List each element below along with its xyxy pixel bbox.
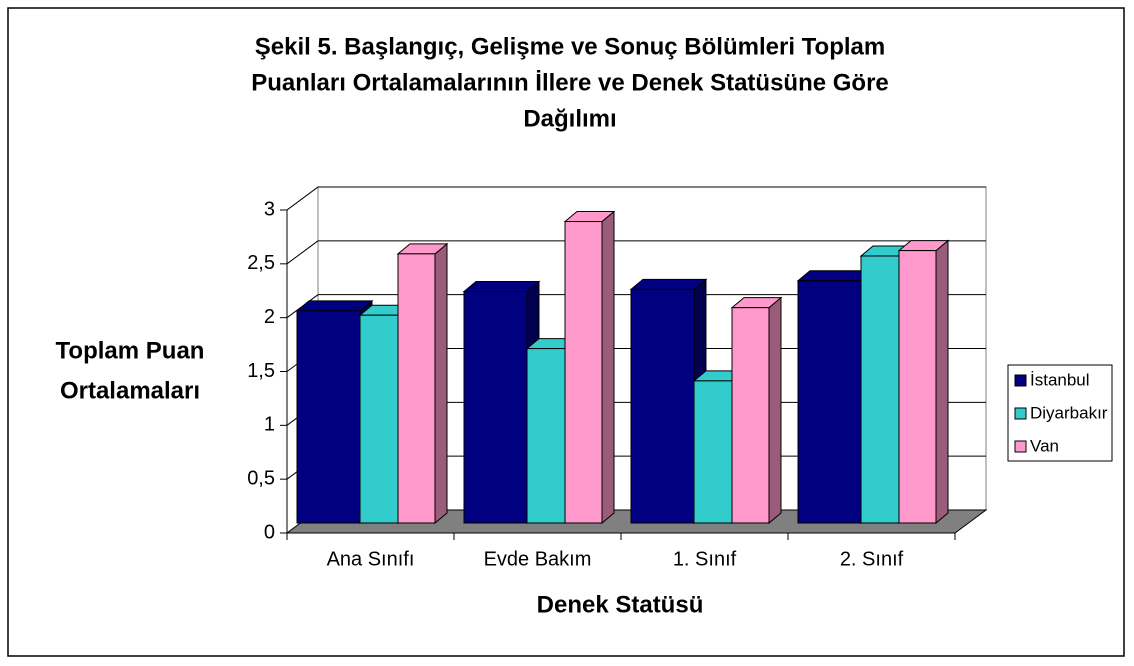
- legend-swatch: [1014, 374, 1027, 387]
- y-tick-label: 1,5: [247, 360, 275, 382]
- x-tick-label: 2. Sınıf: [840, 548, 904, 570]
- chart-title: Puanları Ortalamalarının İllere ve Denek…: [251, 69, 889, 96]
- x-axis-label: Denek Statüsü: [537, 591, 704, 618]
- bar: [564, 221, 603, 524]
- bar-top: [295, 300, 374, 312]
- y-axis-label: Toplam Puan: [56, 337, 205, 364]
- bar: [526, 348, 566, 524]
- bar: [463, 291, 528, 524]
- bar-top: [462, 281, 541, 293]
- bar: [693, 380, 733, 524]
- legend-label: İstanbul: [1030, 370, 1090, 389]
- bar: [797, 280, 862, 524]
- bar: [630, 288, 695, 524]
- y-tick-label: 3: [264, 198, 275, 220]
- x-tick-label: Ana Sınıfı: [327, 548, 415, 570]
- grid-line: [286, 240, 319, 265]
- chart-title: Dağılımı: [523, 105, 616, 132]
- grid-line: [286, 186, 319, 211]
- bar: [731, 307, 770, 524]
- legend-swatch: [1014, 440, 1027, 453]
- bar: [397, 253, 436, 524]
- x-tick-label: 1. Sınıf: [673, 548, 737, 570]
- y-tick-label: 0,5: [247, 467, 275, 489]
- y-tick-label: 1: [264, 414, 275, 436]
- bar: [359, 314, 399, 524]
- bar-side: [601, 210, 615, 525]
- legend-label: Van: [1030, 436, 1059, 455]
- y-tick-label: 0: [264, 521, 275, 543]
- bar-side: [935, 239, 949, 525]
- chart-title: Şekil 5. Başlangıç, Gelişme ve Sonuç Böl…: [255, 33, 885, 60]
- y-tick-label: 2,5: [247, 252, 275, 274]
- y-tick-label: 2: [264, 306, 275, 328]
- y-axis-label: Ortalamaları: [60, 377, 200, 404]
- bar-side: [768, 296, 782, 525]
- legend-swatch: [1014, 407, 1027, 420]
- bar: [898, 250, 937, 524]
- legend-label: Diyarbakır: [1030, 403, 1108, 422]
- bar-side: [434, 242, 448, 525]
- bar-top: [629, 278, 708, 290]
- x-tick-label: Evde Bakım: [484, 548, 592, 570]
- bar: [860, 255, 900, 524]
- bar: [296, 310, 361, 524]
